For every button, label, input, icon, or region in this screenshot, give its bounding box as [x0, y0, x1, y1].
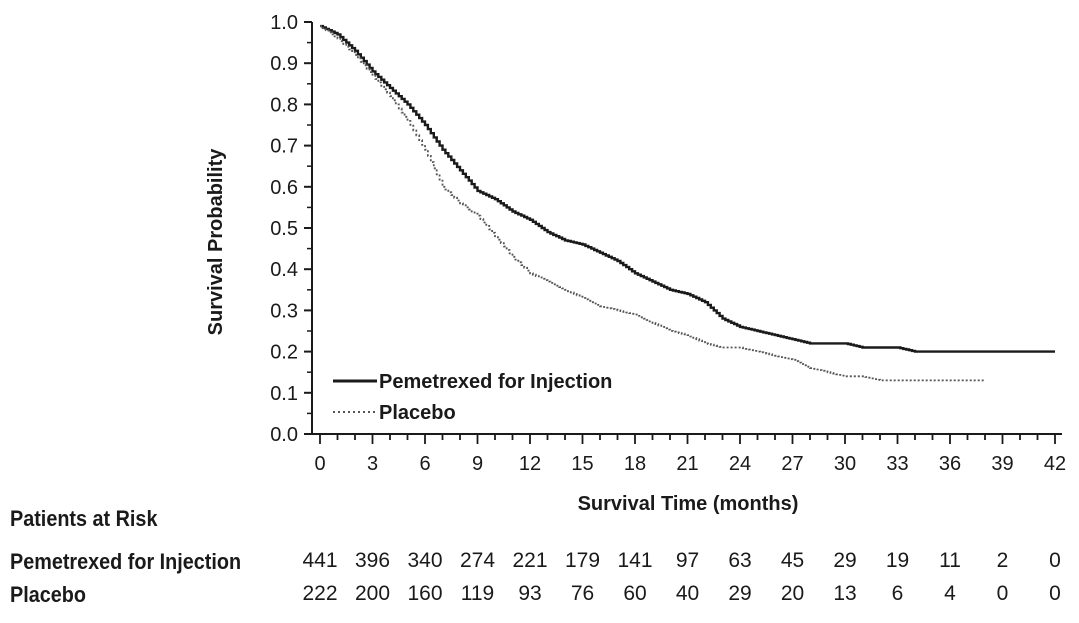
- risk-cell: 6: [891, 582, 904, 605]
- risk-cell: 45: [780, 549, 805, 572]
- risk-cell: 76: [570, 582, 595, 605]
- patients-at-risk-title: Patients at Risk: [10, 506, 158, 531]
- risk-cell: 340: [407, 549, 443, 572]
- y-tick-label: 0.5: [270, 218, 298, 240]
- x-tick-label: 39: [991, 453, 1013, 475]
- risk-cell: 29: [728, 582, 752, 605]
- x-ticks: 0 3 6 9 12 15 18 21 24 27 30 33 36 39 42: [314, 434, 1066, 475]
- risk-cell: 0: [1049, 549, 1061, 572]
- legend: Pemetrexed for Injection Placebo: [333, 371, 612, 424]
- y-tick-label: 0.3: [270, 300, 298, 322]
- risk-cell: 63: [728, 549, 752, 572]
- risk-cell: 179: [564, 549, 601, 572]
- x-tick-label: 15: [571, 453, 593, 475]
- x-tick-label: 0: [314, 453, 325, 475]
- risk-cell: 60: [623, 582, 647, 605]
- y-tick-label: 0.1: [270, 383, 298, 405]
- risk-cell: 13: [833, 582, 857, 605]
- legend-label-pemetrexed: Pemetrexed for Injection: [379, 371, 612, 393]
- x-tick-label: 42: [1044, 453, 1066, 475]
- y-tick-label: 0.8: [270, 94, 298, 116]
- risk-cell: 274: [459, 549, 496, 572]
- risk-cell: 396: [354, 549, 391, 572]
- x-tick-label: 3: [367, 453, 378, 475]
- risk-cell: 29: [833, 549, 857, 572]
- y-ticks: 0.0 0.1 0.2 0.3 0.4 0.5 0.6 0.7 0.8 0.9 1.0: [270, 12, 312, 446]
- risk-cell: 160: [407, 582, 443, 605]
- risk-cell: 0: [1049, 582, 1061, 605]
- risk-cell: 141: [617, 549, 653, 572]
- risk-cell: 4: [944, 582, 956, 605]
- risk-row-label-placebo: Placebo: [10, 582, 86, 607]
- x-tick-label: 12: [519, 453, 541, 475]
- risk-cell: 11: [939, 549, 961, 572]
- x-tick-label: 33: [886, 453, 908, 475]
- x-tick-label: 24: [729, 453, 751, 475]
- y-tick-label: 0.4: [270, 259, 298, 281]
- y-tick-label: 0.0: [270, 424, 298, 446]
- x-tick-label: 21: [676, 453, 698, 475]
- risk-cell: 222: [302, 582, 338, 605]
- x-tick-label: 6: [419, 453, 430, 475]
- y-axis-title: Survival Probability: [205, 148, 227, 336]
- x-tick-label: 30: [834, 453, 856, 475]
- risk-cell: 97: [675, 549, 700, 572]
- risk-cell: 40: [675, 582, 700, 605]
- risk-cell: 441: [302, 549, 338, 572]
- risk-cell: 200: [354, 582, 391, 605]
- x-tick-label: 9: [472, 453, 483, 475]
- risk-cell: 119: [460, 582, 495, 605]
- risk-cell: 20: [780, 582, 805, 605]
- legend-label-placebo: Placebo: [379, 402, 456, 424]
- x-tick-label: 18: [624, 453, 646, 475]
- risk-cell: 19: [885, 549, 910, 572]
- y-tick-label: 0.9: [270, 53, 298, 75]
- risk-row-label-pemetrexed: Pemetrexed for Injection: [10, 549, 242, 574]
- risk-cell: 221: [512, 549, 548, 572]
- x-axis-title: Survival Time (months): [578, 493, 799, 515]
- y-tick-label: 0.6: [270, 177, 298, 199]
- series: [320, 24, 1055, 382]
- x-tick-label: 36: [939, 453, 961, 475]
- series-line-pemetrexed: [320, 24, 1055, 353]
- series-line-placebo: [320, 25, 985, 382]
- y-tick-label: 0.2: [270, 342, 298, 364]
- y-tick-label: 1.0: [270, 12, 298, 34]
- risk-cell: 93: [518, 582, 542, 605]
- risk-cell: 2: [996, 549, 1009, 572]
- x-tick-label: 27: [781, 453, 803, 475]
- risk-cell: 0: [996, 582, 1009, 605]
- y-tick-label: 0.7: [270, 136, 298, 158]
